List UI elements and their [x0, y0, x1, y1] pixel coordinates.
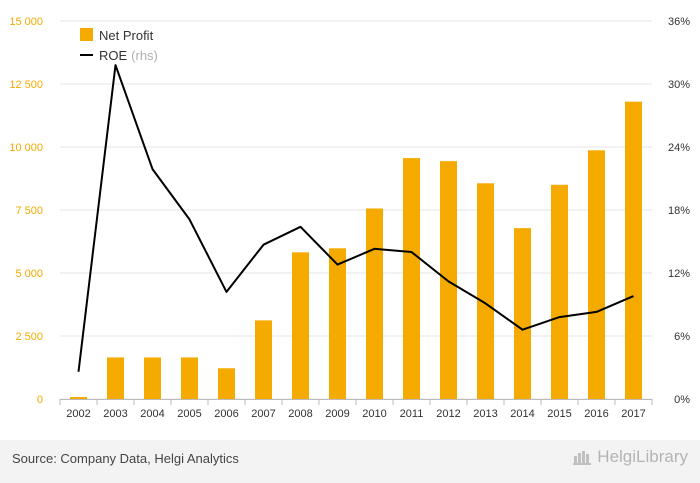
left-axis-tick-label: 2 500 — [15, 331, 43, 343]
x-tick-label: 2010 — [362, 408, 386, 420]
x-tick-label: 2015 — [547, 408, 571, 420]
net-profit-bar — [144, 357, 161, 399]
legend-label-roe-suffix: (rhs) — [131, 48, 158, 63]
x-tick-label: 2012 — [436, 408, 460, 420]
net-profit-bar — [329, 248, 346, 399]
right-axis-tick-label: 24% — [668, 142, 690, 154]
right-axis-tick-label: 30% — [668, 79, 690, 91]
x-tick-label: 2013 — [473, 408, 497, 420]
helgi-logo-icon — [573, 451, 592, 465]
legend-swatch-net-profit — [80, 28, 93, 41]
legend: Net Profit ROE (rhs) — [80, 28, 158, 63]
x-tick-label: 2005 — [177, 408, 201, 420]
net-profit-bar — [366, 208, 383, 399]
left-axis-tick-label: 12 500 — [9, 79, 43, 91]
net-profit-bar — [181, 357, 198, 399]
net-profit-bar — [588, 150, 605, 399]
right-axis-tick-label: 36% — [668, 16, 690, 28]
legend-label-net-profit: Net Profit — [99, 28, 154, 43]
roe-line-layer — [77, 64, 634, 372]
brand-name: HelgiLibrary — [597, 447, 688, 466]
left-axis-tick-label: 10 000 — [9, 142, 43, 154]
x-tick-label: 2011 — [400, 408, 424, 420]
left-axis-tick-label: 15 000 — [9, 16, 43, 28]
x-tick-label: 2004 — [140, 408, 164, 420]
net-profit-bar — [292, 252, 309, 399]
x-tick-label: 2014 — [510, 408, 534, 420]
net-profit-bar — [625, 101, 642, 399]
x-tick-label: 2008 — [288, 408, 312, 420]
right-axis-tick-label: 0% — [674, 394, 690, 406]
legend-label-roe: ROE (rhs) — [99, 48, 158, 63]
net-profit-bar — [440, 161, 457, 399]
x-tick-label: 2002 — [66, 408, 90, 420]
left-axis-tick-label: 0 — [37, 394, 43, 406]
brand: HelgiLibrary — [573, 447, 688, 467]
gridlines — [60, 20, 652, 400]
left-axis-tick-label: 7 500 — [15, 205, 43, 217]
combo-chart: 0 2 500 5 000 7 500 10 000 12 500 15 000 0% 6% 1… — [9, 16, 690, 420]
left-axis: 0 2 500 5 000 7 500 10 000 12 500 15 000 — [9, 16, 43, 406]
x-tick-label: 2009 — [325, 408, 349, 420]
net-profit-bar — [403, 158, 420, 399]
right-axis-tick-label: 12% — [668, 268, 690, 280]
right-axis-tick-label: 18% — [668, 205, 690, 217]
net-profit-bar — [255, 320, 272, 399]
net-profit-bar — [70, 396, 87, 399]
right-axis-tick-label: 6% — [674, 331, 690, 343]
roe-line — [77, 64, 634, 372]
x-tick-label: 2007 — [251, 408, 275, 420]
bars — [70, 101, 642, 399]
net-profit-bar — [477, 183, 494, 399]
x-tick-label: 2017 — [621, 408, 645, 420]
net-profit-bar — [107, 357, 124, 399]
source-note: Source: Company Data, Helgi Analytics — [12, 451, 239, 466]
net-profit-bar — [218, 368, 235, 399]
net-profit-bar — [514, 228, 531, 399]
x-tick-label: 2016 — [584, 408, 608, 420]
right-axis: 0% 6% 12% 18% 24% 30% 36% — [668, 16, 690, 406]
x-axis: 2002 2003 2004 2005 2006 2007 2008 2009 2010 2011… — [59, 399, 653, 420]
net-profit-bar — [551, 184, 568, 399]
legend-label-roe-name: ROE — [99, 48, 128, 63]
left-axis-tick-label: 5 000 — [15, 268, 43, 280]
x-tick-label: 2003 — [103, 408, 127, 420]
x-tick-label: 2006 — [214, 408, 238, 420]
